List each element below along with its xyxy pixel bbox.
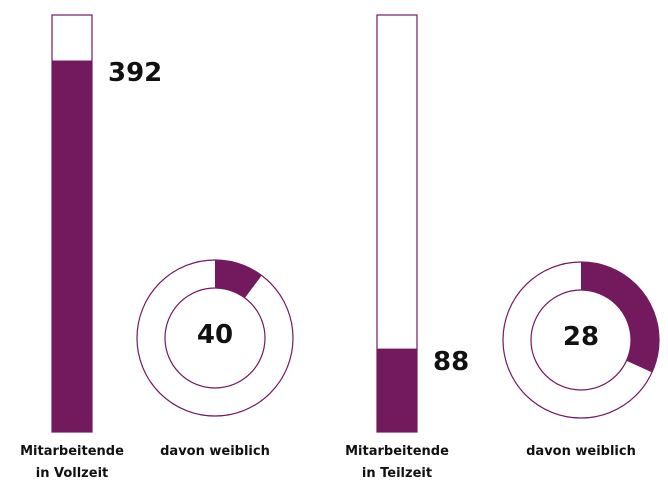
value-label: 392 — [108, 58, 163, 89]
value-label: 88 — [433, 346, 470, 377]
donut-segment — [581, 262, 659, 373]
category-label: Mitarbeitende in Vollzeit — [20, 444, 124, 481]
donut-label: davon weiblich — [160, 444, 270, 459]
donut-segment — [215, 260, 262, 298]
donut-label: davon weiblich — [526, 444, 636, 459]
category-label: Mitarbeitende in Teilzeit — [345, 444, 449, 481]
bar — [377, 348, 417, 432]
bar — [52, 60, 92, 433]
donut-value: 40 — [196, 320, 234, 350]
donut-value: 28 — [562, 322, 600, 352]
